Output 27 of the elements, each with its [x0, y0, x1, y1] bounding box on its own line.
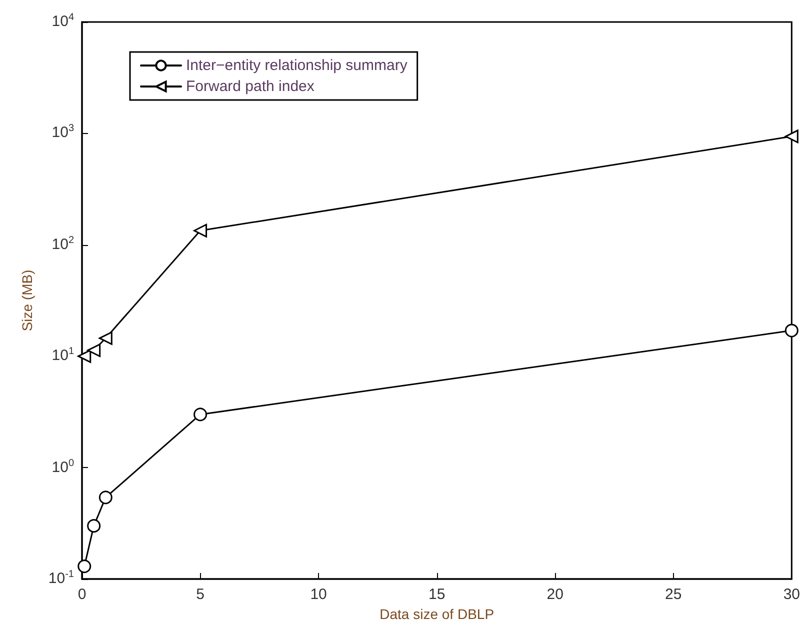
point: [87, 519, 101, 533]
legend-label: Forward path index: [186, 78, 315, 95]
x-tick-label: 10: [310, 586, 327, 603]
x-tick-label: 25: [665, 586, 682, 603]
point: [78, 349, 92, 363]
y-tick-label: 10$^{1}$: [52, 346, 74, 366]
point: [784, 130, 798, 144]
x-tick-label: 20: [546, 586, 564, 603]
x-tick-label: 15: [428, 586, 446, 603]
point: [784, 324, 798, 338]
y-tick-label: 10$^{-1}$: [48, 569, 74, 588]
x-tick-label: 5: [196, 586, 204, 603]
point: [98, 331, 112, 345]
x-tick-label: 30: [783, 586, 800, 603]
y-tick-label: 10$^{0}$: [52, 458, 74, 477]
point: [78, 560, 92, 574]
point: [194, 408, 208, 422]
y-tick-label: 10$^{3}$: [52, 123, 74, 142]
point: [98, 490, 112, 504]
x-axis-title: Data size of DBLP: [380, 606, 494, 622]
legend-label: Inter−entity relationship summary: [186, 57, 408, 74]
y-tick-label: 10$^{2}$: [52, 234, 74, 254]
y-tick-label: 10$^{4}$: [52, 12, 74, 31]
point: [87, 344, 101, 358]
y-axis-title: Size (MB): [19, 270, 35, 332]
point: [194, 224, 208, 238]
x-tick-label: 0: [78, 586, 86, 603]
